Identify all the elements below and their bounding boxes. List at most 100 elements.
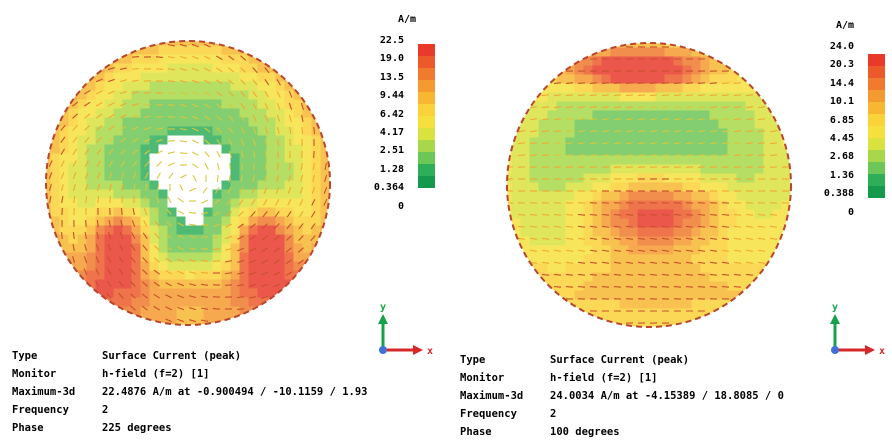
field-cell (240, 154, 249, 163)
field-cell (629, 129, 638, 138)
field-cell (258, 118, 267, 127)
field-cell (665, 201, 674, 210)
field-cell (638, 318, 647, 327)
field-cell (159, 262, 168, 271)
field-cell (647, 228, 656, 237)
field-cell (638, 129, 647, 138)
field-arrow (710, 214, 717, 215)
field-arrow (638, 287, 645, 288)
field-cell (683, 201, 692, 210)
field-cell (96, 199, 105, 208)
field-cell (638, 48, 647, 57)
field-cell (195, 262, 204, 271)
field-cell (267, 127, 276, 136)
field-cell (665, 156, 674, 165)
field-cell (755, 84, 764, 93)
field-cell (177, 136, 186, 145)
field-cell (539, 120, 548, 129)
field-cell (69, 235, 78, 244)
field-cell (303, 145, 312, 154)
field-cell (159, 181, 168, 190)
field-cell (123, 145, 132, 154)
field-cell (231, 217, 240, 226)
field-cell (132, 190, 141, 199)
field-cell (303, 163, 312, 172)
field-cell (638, 147, 647, 156)
field-cell (647, 309, 656, 318)
field-cell (764, 129, 773, 138)
field-cell (575, 201, 584, 210)
field-cell (575, 228, 584, 237)
field-cell (575, 174, 584, 183)
field-cell (575, 129, 584, 138)
field-cell (123, 163, 132, 172)
field-cell (195, 109, 204, 118)
field-cell (701, 273, 710, 282)
field-cell (638, 165, 647, 174)
field-cell (123, 46, 132, 55)
field-arrow (225, 285, 232, 286)
field-cell (213, 163, 222, 172)
field-arrow (530, 155, 537, 156)
field-arrow (698, 83, 705, 84)
field-cell (647, 300, 656, 309)
field-cell (773, 255, 782, 264)
field-arrow (237, 309, 244, 310)
field-cell (692, 183, 701, 192)
field-cell (701, 174, 710, 183)
field-cell (557, 93, 566, 102)
field-cell (159, 55, 168, 64)
field-arrow (614, 83, 621, 84)
field-cell (602, 165, 611, 174)
field-cell (737, 237, 746, 246)
field-cell (204, 298, 213, 307)
field-cell (195, 136, 204, 145)
field-arrow (674, 287, 681, 288)
field-cell (60, 208, 69, 217)
field-cell (656, 201, 665, 210)
field-cell (674, 129, 683, 138)
field-cell (78, 118, 87, 127)
field-cell (629, 174, 638, 183)
field-cell (159, 82, 168, 91)
field-cell (656, 147, 665, 156)
field-cell (728, 102, 737, 111)
field-cell (593, 120, 602, 129)
field-cell (87, 145, 96, 154)
field-cell (575, 120, 584, 129)
field-cell (159, 289, 168, 298)
field-cell (69, 181, 78, 190)
field-cell (177, 145, 186, 154)
field-cell (755, 129, 764, 138)
field-cell (620, 183, 629, 192)
field-cell (665, 111, 674, 120)
field-cell (123, 235, 132, 244)
field-cell (701, 66, 710, 75)
field-cell (195, 208, 204, 217)
field-cell (294, 118, 303, 127)
field-cell (575, 300, 584, 309)
field-cell (548, 192, 557, 201)
field-cell (701, 255, 710, 264)
field-cell (96, 298, 105, 307)
field-cell (240, 226, 249, 235)
field-cell (692, 129, 701, 138)
field-cell (701, 219, 710, 228)
field-cell (105, 190, 114, 199)
field-cell (168, 262, 177, 271)
field-cell (240, 46, 249, 55)
field-cell (303, 244, 312, 253)
field-cell (764, 120, 773, 129)
field-cell (249, 163, 258, 172)
field-cell (611, 120, 620, 129)
field-cell (96, 190, 105, 199)
field-arrow (168, 105, 175, 106)
field-cell (719, 192, 728, 201)
field-cell (285, 100, 294, 109)
field-cell (195, 127, 204, 136)
field-cell (285, 235, 294, 244)
field-cell (566, 57, 575, 66)
field-cell (123, 271, 132, 280)
field-cell (755, 174, 764, 183)
field-cell (60, 163, 69, 172)
